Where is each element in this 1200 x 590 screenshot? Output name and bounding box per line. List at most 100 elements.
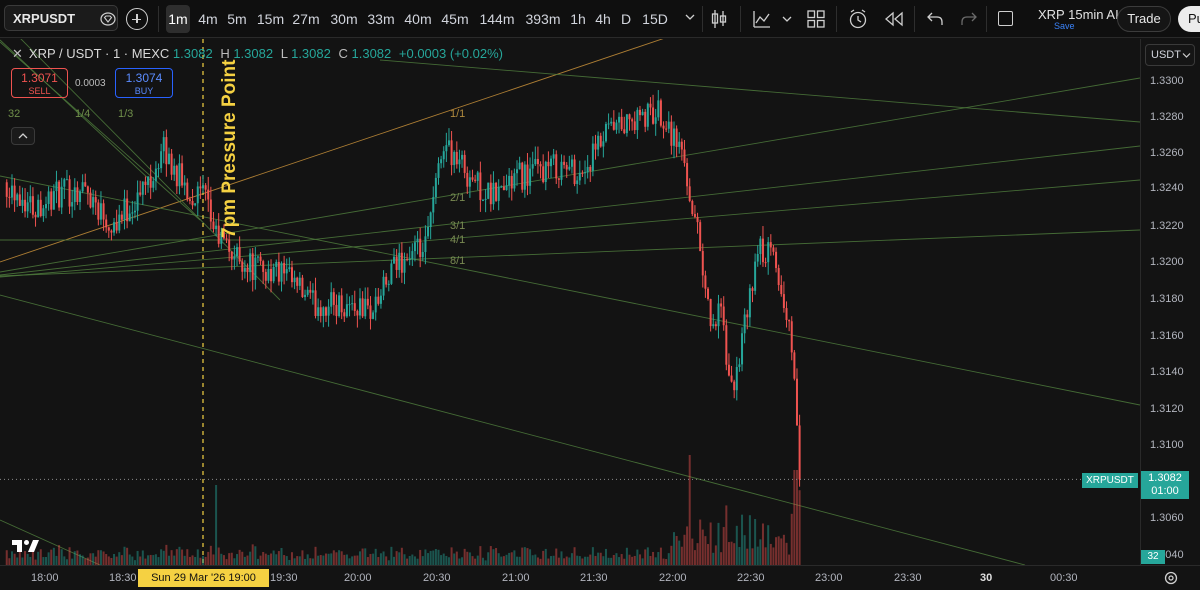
candle-body xyxy=(722,306,725,326)
alert-clock-icon[interactable] xyxy=(848,8,868,30)
buy-button[interactable]: 1.3074 BUY xyxy=(115,68,173,98)
volume-bar xyxy=(84,558,87,565)
price-chart[interactable]: 32 1/4 1/3 1/1 2/1 3/1 4/1 8/1 xyxy=(0,39,1140,565)
close-icon[interactable]: ✕ xyxy=(12,46,23,61)
volume-bar xyxy=(366,557,369,565)
chevron-down-icon[interactable] xyxy=(685,13,695,21)
candle-body xyxy=(427,227,430,237)
interval-15D[interactable]: 15D xyxy=(642,11,668,27)
redo-icon[interactable] xyxy=(960,11,978,27)
interval-144m[interactable]: 144m xyxy=(479,11,515,27)
candle-body xyxy=(152,181,155,188)
volume-bar xyxy=(47,552,50,565)
candle-body xyxy=(481,199,484,201)
interval-4h[interactable]: 4h xyxy=(595,11,611,27)
candle-body xyxy=(63,179,66,187)
volume-bar xyxy=(516,556,518,565)
volume-bar xyxy=(408,556,411,565)
interval-D[interactable]: D xyxy=(620,11,632,27)
legend-low-label: L xyxy=(280,46,288,61)
candle-body xyxy=(241,261,244,272)
volume-bar xyxy=(785,542,788,565)
candles-icon[interactable] xyxy=(710,9,728,29)
layout-save-link[interactable]: Save xyxy=(1054,21,1075,31)
sell-button[interactable]: 1.3071 SELL xyxy=(11,68,68,98)
candle-body xyxy=(704,275,707,289)
volume-bar xyxy=(618,557,621,565)
interval-33m[interactable]: 33m xyxy=(367,11,395,27)
volume-bar xyxy=(225,559,228,565)
volume-bar xyxy=(55,555,58,565)
volume-bar xyxy=(680,546,683,565)
diamond-icon[interactable] xyxy=(100,12,116,26)
replay-icon[interactable] xyxy=(884,11,904,27)
layout-checkbox[interactable] xyxy=(998,11,1013,26)
indicators-icon[interactable] xyxy=(752,9,772,29)
interval-1h[interactable]: 1h xyxy=(570,11,586,27)
undo-icon[interactable] xyxy=(926,11,944,27)
candle-body xyxy=(209,199,212,222)
volume-bar xyxy=(427,553,430,565)
currency-select[interactable]: USDT xyxy=(1145,44,1195,66)
candle-body xyxy=(144,181,147,186)
time-tick: 18:30 xyxy=(109,572,137,584)
interval-393m[interactable]: 393m xyxy=(525,11,561,27)
candle-body xyxy=(597,135,600,150)
tradingview-logo[interactable] xyxy=(12,538,40,554)
symbol-search[interactable]: XRPUSDT xyxy=(4,5,118,31)
fan-ratio-label: 8/1 xyxy=(450,255,465,267)
crosshair-time-label: Sun 29 Mar '26 19:00 xyxy=(138,569,269,587)
volume-bar xyxy=(633,555,636,565)
interval-5m[interactable]: 5m xyxy=(227,11,247,27)
volume-bar xyxy=(623,558,626,565)
candle-body xyxy=(526,164,529,186)
candle-body xyxy=(160,151,163,169)
candle-body xyxy=(68,179,71,207)
candle-body xyxy=(186,182,189,200)
volume-bar xyxy=(641,558,644,565)
toolbar-divider xyxy=(986,6,987,32)
volume-bar xyxy=(578,556,581,565)
gear-icon[interactable] xyxy=(1163,570,1179,586)
volume-bar xyxy=(45,556,47,565)
volume-bar xyxy=(123,546,126,565)
volume-bar xyxy=(236,554,239,565)
volume-bar xyxy=(144,558,147,565)
interval-30m[interactable]: 30m xyxy=(330,11,358,27)
candle-body xyxy=(570,159,573,167)
volume-bar xyxy=(24,551,27,565)
trade-button[interactable]: Trade xyxy=(1117,6,1171,32)
interval-1m[interactable]: 1m xyxy=(166,5,190,33)
interval-27m[interactable]: 27m xyxy=(292,11,320,27)
trend-line xyxy=(0,519,101,565)
collapse-legend-button[interactable] xyxy=(11,127,35,145)
candle-body xyxy=(767,242,770,263)
interval-45m[interactable]: 45m xyxy=(441,11,469,27)
layouts-icon[interactable] xyxy=(807,10,825,28)
interval-4m[interactable]: 4m xyxy=(198,11,218,27)
gann-fan-line xyxy=(0,39,151,181)
candle-body xyxy=(699,222,702,252)
chart-pane[interactable]: 32 1/4 1/3 1/1 2/1 3/1 4/1 8/1 xyxy=(0,39,1140,565)
volume-bar xyxy=(631,556,634,565)
candle-body xyxy=(576,180,579,185)
candle-body xyxy=(646,103,649,127)
chevron-down-icon[interactable] xyxy=(782,15,792,23)
candle-body xyxy=(725,325,728,365)
candle-body xyxy=(309,289,312,293)
pressure-point-annotation[interactable]: 7pm Pressure Point xyxy=(219,59,240,238)
interval-15m[interactable]: 15m xyxy=(256,11,285,27)
volume-bar xyxy=(99,550,102,565)
candle-body xyxy=(379,295,382,304)
time-tick: 22:00 xyxy=(659,572,687,584)
add-symbol-button[interactable] xyxy=(126,8,148,30)
candle-body xyxy=(256,256,259,258)
publish-button[interactable]: Pu xyxy=(1178,6,1200,32)
volume-bar xyxy=(437,549,440,565)
layout-name[interactable]: XRP 15min AI xyxy=(1038,7,1119,22)
volume-bar xyxy=(743,535,746,565)
interval-40m[interactable]: 40m xyxy=(404,11,432,27)
toolbar-divider xyxy=(914,6,915,32)
volume-bar xyxy=(71,558,74,565)
volume-bar xyxy=(340,551,343,565)
